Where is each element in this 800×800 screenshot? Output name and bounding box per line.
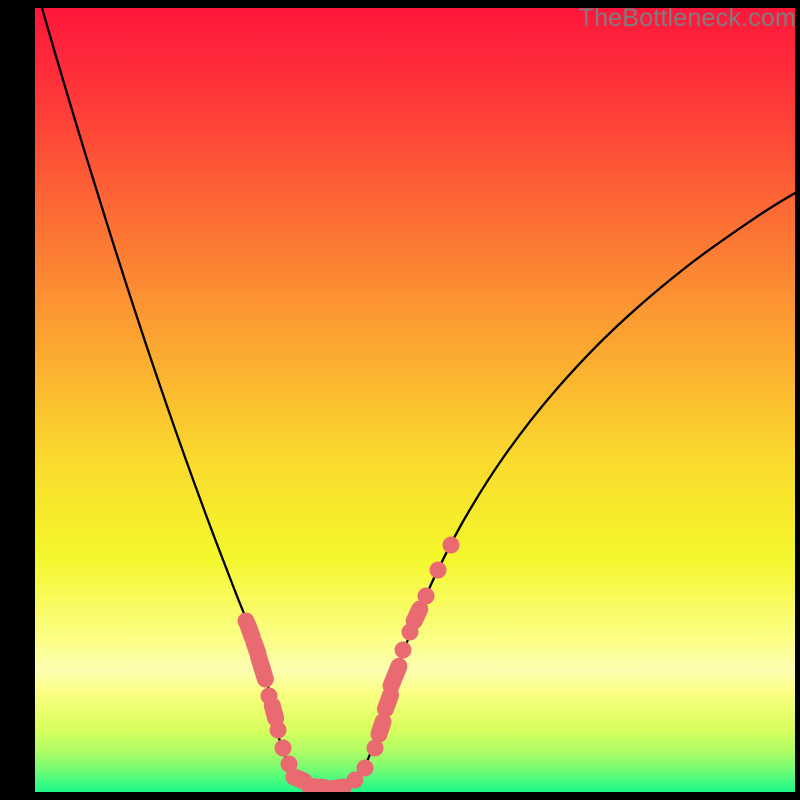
frame-border [795, 0, 800, 800]
data-marker [395, 642, 412, 659]
bottleneck-chart [35, 8, 795, 792]
watermark-text: TheBottleneck.com [579, 4, 796, 33]
data-marker [357, 760, 374, 777]
gradient-background [35, 8, 795, 792]
data-marker [418, 588, 435, 605]
data-marker [430, 562, 447, 579]
data-marker [443, 537, 460, 554]
data-marker [270, 722, 287, 739]
frame-border [0, 792, 800, 800]
data-marker [275, 740, 292, 757]
frame-border [0, 0, 35, 800]
